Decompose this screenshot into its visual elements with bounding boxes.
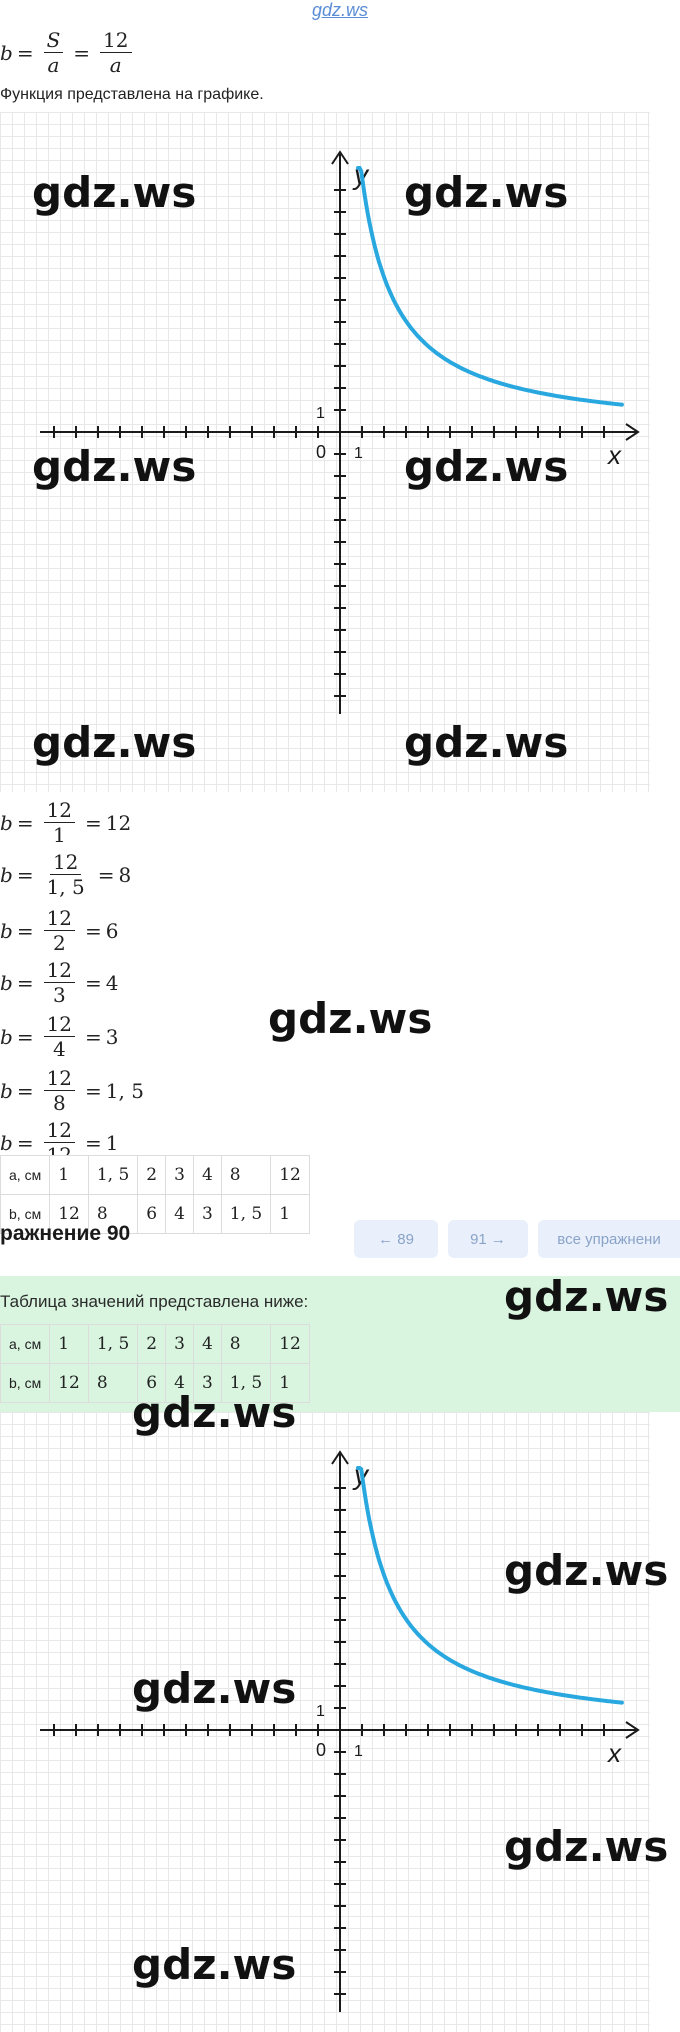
watermark: gdz.ws	[32, 718, 197, 767]
calc-lhs: b	[0, 918, 13, 943]
row-label-b: b, см	[0, 1363, 51, 1403]
x-axis-label: x	[606, 440, 622, 470]
exercise-title: ражнение 90	[0, 1222, 131, 1245]
calc-denominator: 2	[52, 931, 66, 955]
calc-lhs: b	[0, 810, 13, 835]
graph-svg-2: yx0 11	[40, 1450, 640, 2012]
values-table-2: a, см 1 1, 5 2 3 4 8 12 b, см 12 8 6 4 3…	[0, 1324, 310, 1403]
calc-lhs: b	[0, 1024, 13, 1049]
fraction-12-over-a: 12 a	[100, 28, 132, 77]
calc-denominator: 1, 5	[46, 875, 85, 899]
origin-label: 0	[316, 1740, 326, 1760]
calc-row: b = 12 3 = 4	[0, 958, 119, 1007]
calc-numerator: 12	[43, 906, 76, 931]
x-axis-arrow	[625, 1721, 640, 1739]
x-axis-arrow	[625, 423, 640, 441]
calc-row: b = 12 2 = 6	[0, 906, 119, 955]
calc-numerator: 12	[43, 1118, 76, 1143]
y-axis-arrow	[331, 1450, 349, 1465]
calc-row: b = 12 4 = 3	[0, 1012, 119, 1061]
calc-result: 1	[105, 1130, 119, 1155]
calc-numerator: 12	[43, 958, 76, 983]
table-note: Таблица значений представлена ниже:	[0, 1292, 309, 1311]
watermark: gdz.ws	[504, 1272, 669, 1321]
function-note: Функция представлена на графике.	[0, 86, 264, 103]
calc-result: 12	[105, 810, 132, 835]
calc-lhs: b	[0, 1078, 13, 1103]
watermark: gdz.ws	[504, 1546, 669, 1595]
prev-exercise-button[interactable]: ← 89	[354, 1220, 438, 1258]
calc-result: 8	[118, 862, 132, 887]
y-unit-label: 1	[316, 405, 325, 422]
calc-denominator: 3	[52, 983, 66, 1007]
calc-numerator: 12	[43, 1012, 76, 1037]
watermark: gdz.ws	[404, 442, 569, 491]
calc-fraction: 12 1	[43, 798, 76, 847]
axes-2: yx0 11	[40, 1450, 640, 2012]
calc-fraction: 12 8	[43, 1066, 76, 1115]
y-axis-arrow	[331, 150, 349, 165]
calc-row: b=1212=1	[0, 1118, 119, 1167]
graph-svg-1: yx0 11	[40, 150, 640, 714]
x-axis-label: x	[606, 1738, 622, 1768]
watermark: gdz.ws	[268, 994, 433, 1043]
y-unit-label: 1	[316, 1703, 325, 1720]
calc-numerator: 12	[43, 1066, 76, 1091]
all-exercises-button[interactable]: все упражнени	[538, 1220, 680, 1258]
calc-fraction: 12 4	[43, 1012, 76, 1061]
watermark: gdz.ws	[404, 718, 569, 767]
watermark: gdz.ws	[32, 168, 197, 217]
row-label-a: a, см	[0, 1155, 51, 1195]
origin-label: 0	[316, 442, 326, 462]
calc-fraction: 12 2	[43, 906, 76, 955]
hyperbola-curve	[356, 1466, 624, 1705]
site-watermark-link[interactable]: gdz.ws	[311, 0, 369, 20]
watermark: gdz.ws	[32, 442, 197, 491]
calc-denominator: 1	[52, 823, 66, 847]
table-row-a: a, см 1 1, 5 2 3 4 8 12	[0, 1155, 310, 1195]
calc-numerator: 12	[49, 850, 82, 875]
calc-lhs: b	[0, 1130, 13, 1155]
watermark: gdz.ws	[132, 1388, 297, 1437]
table-row-a: a, см 1 1, 5 2 3 4 8 12	[0, 1324, 310, 1364]
calc-lhs: b	[0, 970, 13, 995]
calc-denominator: 4	[52, 1037, 66, 1061]
calc-lhs: b	[0, 862, 13, 887]
calc-denominator: 8	[52, 1091, 66, 1115]
values-table-1: a, см 1 1, 5 2 3 4 8 12 b, см 12 8 6 4 3…	[0, 1155, 310, 1234]
x-unit-label: 1	[354, 445, 363, 462]
watermark: gdz.ws	[504, 1822, 669, 1871]
axes-1: yx0 11	[40, 150, 640, 714]
row-label-b: b, см	[0, 1194, 51, 1234]
calc-result: 4	[105, 970, 119, 995]
hyperbola-curve	[356, 166, 624, 407]
formula-lhs: b	[0, 40, 13, 65]
calc-row: b = 12 1 = 12	[0, 798, 132, 847]
watermark: gdz.ws	[132, 1664, 297, 1713]
calc-result: 3	[105, 1024, 119, 1049]
calc-fraction: 12 1, 5	[44, 850, 88, 899]
calc-result: 1, 5	[105, 1078, 144, 1103]
fraction-s-over-a: S a	[43, 28, 64, 77]
row-label-a: a, см	[0, 1324, 51, 1364]
calc-row: b = 12 8 = 1, 5	[0, 1066, 144, 1115]
watermark: gdz.ws	[404, 168, 569, 217]
calc-result: 6	[105, 918, 119, 943]
calc-numerator: 12	[43, 798, 76, 823]
next-exercise-button[interactable]: 91 →	[448, 1220, 528, 1258]
watermark: gdz.ws	[132, 1940, 297, 1989]
table-row-b: b, см 12 8 6 4 3 1, 5 1	[0, 1363, 310, 1403]
table-row-b: b, см 12 8 6 4 3 1, 5 1	[0, 1194, 310, 1234]
formula-b-equals-s-over-a: b = S a = 12 a	[0, 28, 138, 77]
x-unit-label: 1	[354, 1743, 363, 1760]
calc-row: b = 12 1, 5 = 8	[0, 850, 132, 899]
calc-fraction: 12 3	[43, 958, 76, 1007]
